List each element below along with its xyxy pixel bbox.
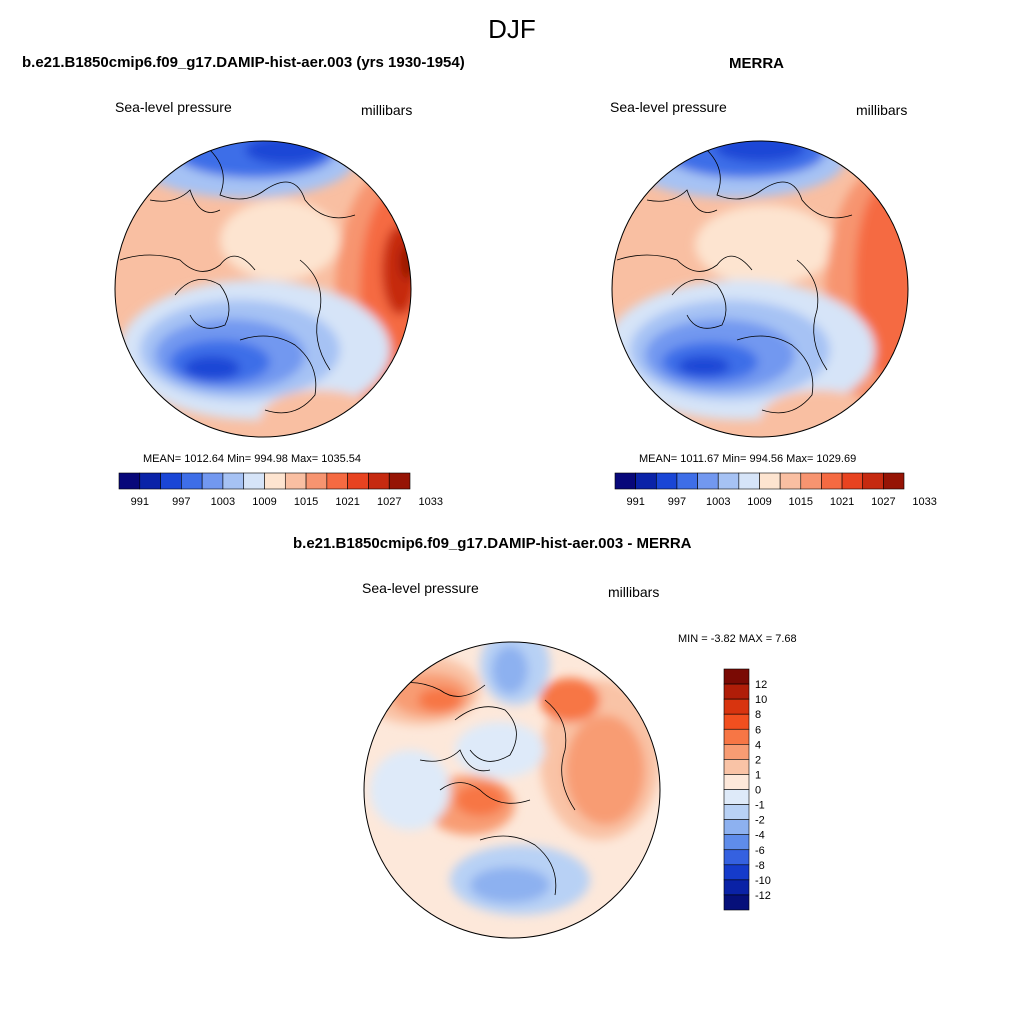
diff-colorbar-tick-label: -12 <box>755 890 771 902</box>
merra-colorbar-tick-label: 1015 <box>789 496 813 508</box>
merra-colorbar-swatch <box>759 472 781 490</box>
diff-colorbar-tick-label: 0 <box>755 785 761 797</box>
merra-colorbar-swatch <box>841 472 864 490</box>
diff-colorbar-swatch <box>723 804 750 820</box>
diff-colorbar-tick-label: 1 <box>755 769 761 781</box>
merra-panel-title: MERRA <box>729 55 784 72</box>
model-stats: MEAN= 1012.64 Min= 994.98 Max= 1035.54 <box>143 453 362 465</box>
diff-stats: MIN = -3.82 MAX = 7.68 <box>678 633 797 645</box>
model-panel-title: b.e21.B1850cmip6.f09_g17.DAMIP-hist-aer.… <box>22 54 465 71</box>
merra-colorbar-swatch <box>614 472 636 490</box>
model-coastlines <box>119 149 356 414</box>
model-colorbar-swatch <box>305 472 328 490</box>
diff-colorbar-tick-label: 8 <box>755 709 761 721</box>
model-colorbar-swatch <box>160 472 182 490</box>
main-title: DJF <box>488 14 536 44</box>
merra-colorbar-swatch <box>821 472 843 490</box>
model-colorbar-swatch <box>139 472 161 490</box>
model-slp-map <box>114 140 412 438</box>
diff-colorbar-swatch <box>723 849 750 866</box>
diff-colorbar-swatch <box>723 819 750 835</box>
merra-colorbar-tick-label: 991 <box>626 496 644 508</box>
diff-colorbar-swatch <box>723 774 750 790</box>
merra-colorbar-swatch <box>800 472 822 490</box>
merra-stats: MEAN= 1011.67 Min= 994.56 Max= 1029.69 <box>639 453 857 465</box>
diff-colorbar-swatch <box>723 864 750 881</box>
diff-colorbar-tick-label: 10 <box>755 694 767 706</box>
model-colorbar-swatch <box>284 472 307 490</box>
diff-colorbar-swatch <box>723 894 750 911</box>
diff-colorbar-tick-label: 12 <box>755 679 767 691</box>
model-variable-label: Sea-level pressure <box>115 99 232 115</box>
diff-variable-label: Sea-level pressure <box>362 580 479 596</box>
model-colorbar-tick-label: 991 <box>131 496 149 508</box>
diff-colorbar-swatch <box>723 789 750 805</box>
diff-panel-title: b.e21.B1850cmip6.f09_g17.DAMIP-hist-aer.… <box>293 535 692 552</box>
diff-colorbar-tick-label: -1 <box>755 800 765 812</box>
model-colorbar-tick-label: 997 <box>172 496 190 508</box>
diff-colorbar-swatch <box>723 713 750 730</box>
diff-colorbar-swatch <box>723 879 750 896</box>
merra-coastlines <box>616 149 853 414</box>
diff-colorbar-swatch <box>723 728 750 745</box>
diff-colorbar-swatch <box>723 744 750 760</box>
model-colorbar-swatch <box>243 472 265 490</box>
merra-units-label: millibars <box>856 102 908 118</box>
model-units-label: millibars <box>361 102 413 118</box>
diff-slp-map <box>363 641 661 939</box>
diff-colorbar-swatch <box>723 834 750 851</box>
diff-units-label: millibars <box>608 584 660 600</box>
merra-colorbar-swatch <box>697 472 719 490</box>
merra-colorbar-swatch <box>738 472 760 490</box>
diff-colorbar-tick-label: 2 <box>755 754 761 766</box>
diff-colorbar-swatch <box>723 683 750 700</box>
model-colorbar-swatch <box>347 472 369 490</box>
model-colorbar-tick-label: 1033 <box>419 496 443 508</box>
merra-colorbar-swatch <box>883 472 905 490</box>
diff-colorbar-tick-label: -6 <box>755 845 765 857</box>
merra-slp-map <box>611 140 909 438</box>
diff-colorbar-tick-label: 4 <box>755 739 761 751</box>
model-colorbar-swatch <box>326 472 348 490</box>
diff-colorbar-tick-label: -8 <box>755 860 765 872</box>
diff-colorbar-tick-label: -10 <box>755 875 771 887</box>
model-colorbar-swatch <box>181 472 203 490</box>
diff-colorbar-tick-label: -4 <box>755 830 765 842</box>
model-colorbar-swatch <box>118 472 141 490</box>
model-colorbar-tick-label: 1027 <box>377 496 401 508</box>
diff-colorbar-tick-label: -2 <box>755 815 765 827</box>
diff-colorbar-swatch <box>723 759 750 775</box>
merra-colorbar-tick-label: 1021 <box>830 496 854 508</box>
merra-colorbar-swatch <box>862 472 884 490</box>
merra-colorbar-swatch <box>717 472 740 490</box>
merra-colorbar-tick-label: 1033 <box>912 496 936 508</box>
merra-variable-label: Sea-level pressure <box>610 99 727 115</box>
diff-colorbar-tick-label: 6 <box>755 724 761 736</box>
merra-colorbar-swatch <box>635 472 657 490</box>
model-colorbar-swatch <box>388 472 411 490</box>
merra-colorbar-tick-label: 1009 <box>747 496 771 508</box>
diff-colorbar-swatch <box>723 668 750 685</box>
merra-colorbar-swatch <box>655 472 678 490</box>
merra-colorbar-tick-label: 997 <box>668 496 686 508</box>
model-colorbar-swatch <box>201 472 224 490</box>
merra-colorbar-tick-label: 1027 <box>871 496 895 508</box>
model-colorbar-tick-label: 1003 <box>211 496 235 508</box>
model-colorbar-swatch <box>264 472 286 490</box>
merra-colorbar-tick-label: 1003 <box>706 496 730 508</box>
model-colorbar-tick-label: 1021 <box>335 496 359 508</box>
model-colorbar-tick-label: 1015 <box>294 496 318 508</box>
merra-colorbar-swatch <box>779 472 802 490</box>
diff-colorbar-swatch <box>723 698 750 715</box>
merra-colorbar-swatch <box>676 472 698 490</box>
colorbars: 991 997 1003 1009 1015 1021 1027 1033 991 997 1003… <box>118 472 937 911</box>
model-colorbar-swatch <box>222 472 245 490</box>
model-colorbar-tick-label: 1009 <box>252 496 276 508</box>
model-colorbar-swatch <box>368 472 390 490</box>
